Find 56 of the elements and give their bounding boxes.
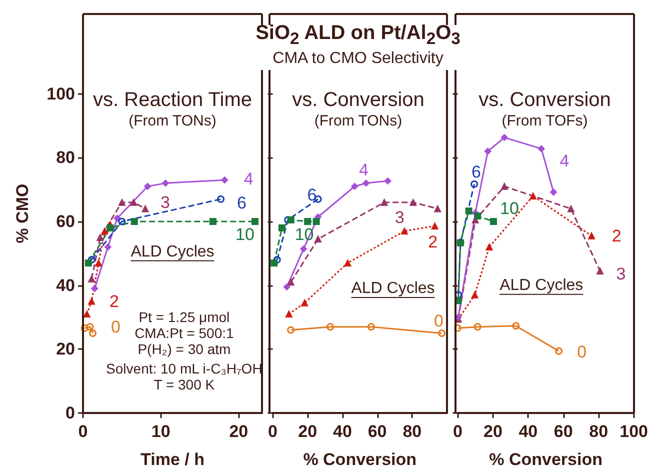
- x-tick-label: 60: [368, 422, 387, 441]
- x-tick-label: 0: [452, 422, 462, 441]
- y-tick-label: 0: [66, 404, 75, 422]
- series-label: 4: [560, 152, 570, 171]
- series-label: 3: [616, 264, 626, 284]
- series-label: 2: [612, 226, 622, 246]
- x-tick-label: 20: [298, 422, 318, 441]
- x-tick-label: 40: [518, 422, 538, 441]
- series-label: 6: [472, 162, 482, 182]
- x-tick-label: 80: [589, 422, 608, 441]
- x-tick-label: 20: [483, 422, 502, 441]
- series-label: 3: [160, 193, 170, 212]
- series-label: 0: [577, 342, 587, 362]
- text: (From TONs): [128, 112, 216, 130]
- series-label: 4: [359, 160, 368, 180]
- x-tick-label: 40: [332, 422, 352, 441]
- y-tick-label: 80: [56, 148, 75, 168]
- x-tick-label: 60: [554, 422, 573, 441]
- text: vs. Conversion: [292, 89, 424, 111]
- x-tick-label: 0: [268, 422, 278, 441]
- series-label: 3: [394, 208, 404, 228]
- series-label: 2: [110, 292, 119, 312]
- x-tick-label: 0: [78, 422, 88, 441]
- x-axis-title: % Conversion: [489, 450, 602, 469]
- annotation: CMA to CMO Selectivity: [272, 50, 444, 68]
- annotation: Solvent: 10 mL i-C₃H₇OH: [106, 360, 262, 376]
- x-tick-label: 10: [151, 422, 170, 441]
- annotation: SiO$_{2}$ ALD on Pt/Al$_{2}$O$_{3}$: [254, 22, 462, 49]
- series-label: 6: [237, 194, 246, 213]
- series-label: 0: [110, 318, 120, 337]
- series-label: 10: [236, 224, 254, 244]
- y-axis-title: % CMO: [13, 184, 32, 244]
- annotation: P(H₂) = 30 atm: [138, 341, 231, 358]
- text: (From TOFs): [502, 112, 588, 130]
- x-tick-label: 100: [620, 422, 648, 441]
- x-tick-label: 20: [229, 422, 248, 441]
- x-tick-label: 80: [402, 422, 422, 441]
- annotation: Pt = 1.25 μmol: [138, 309, 230, 326]
- y-tick-label: 40: [56, 276, 75, 295]
- x-axis-title: % Conversion: [303, 450, 417, 469]
- text: vs. Conversion: [478, 89, 611, 111]
- annotation: ALD Cycles: [351, 280, 435, 298]
- series-label: 10: [500, 198, 519, 218]
- annotation: ALD Cycles: [130, 243, 214, 260]
- annotation: CMA:Pt = 500:1: [134, 325, 234, 342]
- annotation: T = 300 K: [154, 376, 216, 392]
- y-tick-label: 100: [46, 84, 75, 104]
- x-axis-title: Time / h: [140, 450, 204, 469]
- text: (From TONs): [314, 112, 402, 130]
- series-label: 0: [434, 312, 444, 331]
- y-tick-label: 60: [56, 212, 75, 231]
- series-label: 4: [244, 169, 254, 188]
- annotation: ALD Cycles: [500, 276, 584, 294]
- series-label: 2: [428, 232, 438, 252]
- text: vs. Reaction Time: [93, 89, 252, 111]
- y-tick-label: 20: [56, 340, 75, 359]
